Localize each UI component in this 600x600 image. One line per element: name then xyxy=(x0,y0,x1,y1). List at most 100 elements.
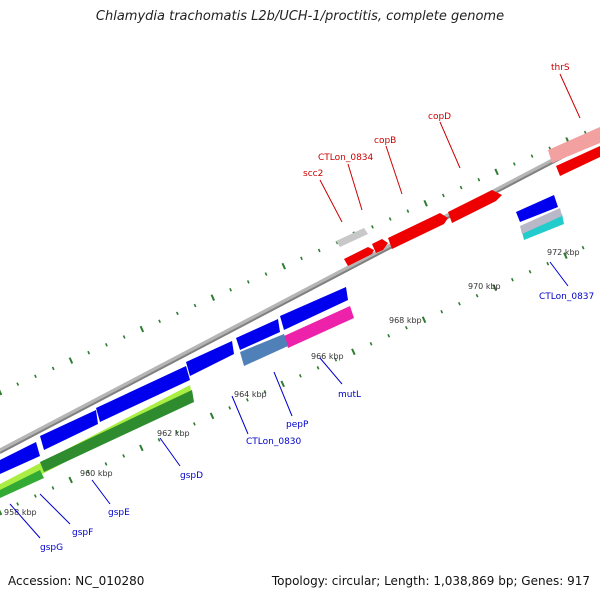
gene-green-edge-arrow[interactable] xyxy=(0,470,44,498)
tick-mark xyxy=(300,256,303,261)
tick-mark xyxy=(175,430,179,434)
tick-mark xyxy=(175,311,179,316)
label-gspG: gspG xyxy=(40,543,63,553)
tick-mark xyxy=(264,272,268,276)
tick-mark xyxy=(316,366,320,370)
tick-label-970: 970 kbp xyxy=(468,282,501,291)
gene-steel-arrow[interactable] xyxy=(240,334,288,366)
gene-copD-arrow[interactable] xyxy=(448,190,502,223)
label-gspE: gspE xyxy=(108,508,130,518)
tick-mark xyxy=(139,444,144,452)
tick-mark xyxy=(104,462,108,466)
tick-mark xyxy=(371,225,374,229)
tick-mark xyxy=(51,366,55,371)
tick-mark xyxy=(34,374,37,379)
gene-green-dark-arrow[interactable] xyxy=(40,390,194,472)
tick-mark xyxy=(387,333,391,338)
tick-label-966: 966 kbp xyxy=(311,352,344,361)
upper-dotted-track xyxy=(0,130,587,396)
tick-mark xyxy=(209,412,215,420)
gene-gspF-arrow[interactable] xyxy=(40,410,98,450)
backbone xyxy=(0,133,600,454)
tick-mark xyxy=(193,303,197,308)
tick-label-962: 962 kbp xyxy=(157,429,190,438)
tick-mark xyxy=(122,454,126,458)
tick-mark xyxy=(263,390,267,394)
label-ctlon-0834: CTLon_0834 xyxy=(318,153,374,163)
tick-mark xyxy=(458,301,461,306)
gene-gspG-arrow[interactable] xyxy=(0,442,40,474)
label-scc2: scc2 xyxy=(303,169,323,179)
label-gspD: gspD xyxy=(180,471,203,481)
tick-mark xyxy=(581,245,585,250)
gene-ctlon-0834b-arrow[interactable] xyxy=(372,239,388,253)
gene-thrS-arrow[interactable] xyxy=(548,127,600,163)
tick-mark xyxy=(423,199,428,207)
reverse-gene-labels: gspG gspF gspE gspD CTLon_0830 pepP mutL… xyxy=(40,292,594,553)
tick-mark xyxy=(528,269,532,274)
scale-labels: 958 kbp 960 kbp 962 kbp 964 kbp 966 kbp … xyxy=(4,248,580,517)
tick-mark xyxy=(16,502,20,506)
label-thrS: thrS xyxy=(551,63,570,73)
topology-summary: Topology: circular; Length: 1,038,869 bp… xyxy=(271,574,590,588)
tick-mark xyxy=(334,358,338,362)
tick-mark xyxy=(68,476,73,484)
gene-ctlon-0834-arrow[interactable] xyxy=(344,247,374,266)
tick-mark xyxy=(139,325,145,333)
tick-mark xyxy=(86,470,90,474)
gene-cyan-arrow[interactable] xyxy=(522,214,564,240)
tick-mark xyxy=(122,335,126,339)
label-ctlon-0837: CTLon_0837 xyxy=(539,292,594,302)
tick-mark xyxy=(351,348,356,356)
tick-mark xyxy=(192,422,196,426)
tick-mark xyxy=(68,357,74,364)
tick-label-958: 958 kbp xyxy=(4,508,37,517)
label-copB: copB xyxy=(374,136,396,146)
tick-mark xyxy=(246,280,250,284)
tick-label-972: 972 kbp xyxy=(547,248,580,257)
gene-gspE-arrow[interactable] xyxy=(96,366,190,422)
label-ctlon-0830: CTLon_0830 xyxy=(246,437,302,447)
tick-mark xyxy=(229,287,232,292)
gene-ctlon-0830-arrow[interactable] xyxy=(236,319,280,350)
gene-scc2-arrow[interactable] xyxy=(336,228,368,247)
gene-gspD-arrow[interactable] xyxy=(186,341,234,376)
forward-label-leaders xyxy=(319,73,581,223)
tick-mark xyxy=(0,509,3,516)
tick-mark xyxy=(546,261,550,266)
tick-mark xyxy=(440,309,444,314)
tick-mark xyxy=(105,343,108,347)
reverse-label-leaders xyxy=(9,261,569,539)
gene-pepP-arrow[interactable] xyxy=(280,287,348,330)
tick-mark xyxy=(421,316,427,324)
tick-mark xyxy=(511,277,514,282)
tick-mark xyxy=(388,217,392,221)
tick-label-964: 964 kbp xyxy=(234,390,267,399)
gene-grey-small-arrow[interactable] xyxy=(520,208,562,234)
tick-mark xyxy=(51,486,55,490)
tick-mark xyxy=(228,406,232,410)
gene-ctlon-0837-arrow[interactable] xyxy=(516,195,558,222)
tick-mark xyxy=(563,252,568,260)
tick-mark xyxy=(406,209,410,213)
label-mutL: mutL xyxy=(338,390,361,400)
reverse-genes xyxy=(0,195,564,498)
tick-mark xyxy=(0,389,3,396)
tick-label-968: 968 kbp xyxy=(389,316,422,325)
tick-mark xyxy=(459,185,463,190)
lower-dotted-track xyxy=(0,245,585,516)
tick-mark xyxy=(210,294,216,301)
tick-mark xyxy=(157,438,161,442)
tick-mark xyxy=(512,162,516,166)
tick-mark xyxy=(405,325,408,330)
gene-mutL-arrow[interactable] xyxy=(284,306,354,348)
tick-mark xyxy=(494,168,499,176)
gene-thrS-lower-arrow[interactable] xyxy=(556,146,600,176)
tick-mark xyxy=(530,154,534,158)
gene-copB-arrow[interactable] xyxy=(388,213,448,249)
tick-mark xyxy=(477,177,481,182)
tick-mark xyxy=(369,342,373,346)
tick-mark xyxy=(158,319,161,324)
tick-mark xyxy=(33,494,37,498)
